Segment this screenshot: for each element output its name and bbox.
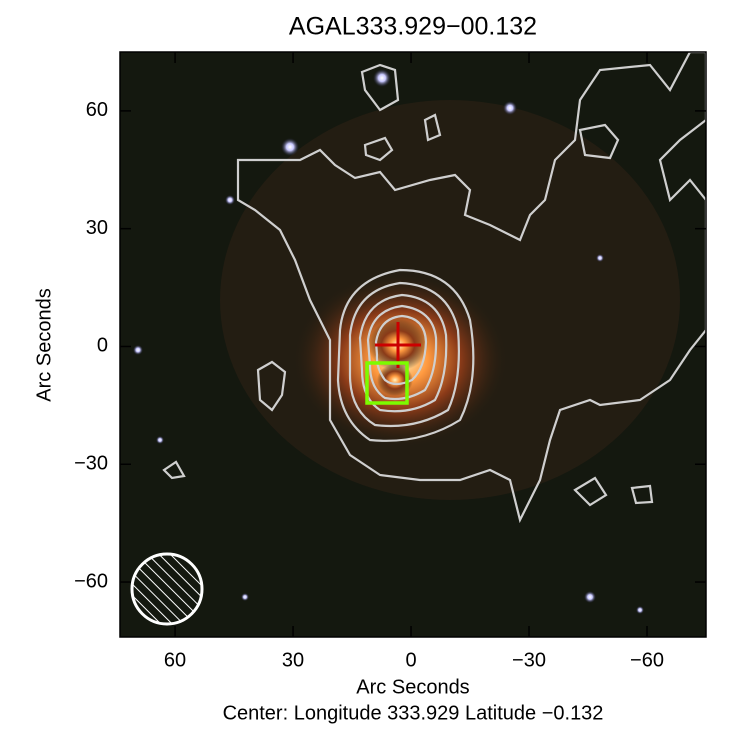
y-tick-label: −60 — [74, 570, 108, 592]
contour — [573, 476, 608, 507]
x-tick-label: 60 — [164, 649, 186, 671]
markers — [130, 322, 421, 626]
contour — [358, 293, 448, 413]
x-tick-label: −30 — [512, 649, 546, 671]
x-tick-label: −60 — [630, 649, 664, 671]
contour — [578, 123, 620, 160]
x-tick-label: 0 — [405, 649, 416, 671]
y-tick-label: 0 — [97, 335, 108, 357]
contour — [366, 304, 438, 401]
contour — [348, 281, 460, 428]
chart-title: AGAL333.929−00.132 — [289, 13, 537, 41]
contour — [360, 63, 400, 112]
contour — [363, 136, 394, 162]
y-tick-label: 30 — [86, 217, 108, 239]
contour — [162, 460, 186, 480]
source-box — [365, 361, 409, 405]
contour — [336, 268, 475, 442]
y-tick-label: 60 — [86, 99, 108, 121]
contour — [236, 52, 706, 524]
y-tick-label: −30 — [74, 453, 108, 475]
y-axis-label: Arc Seconds — [33, 288, 55, 401]
plot-frame — [119, 51, 707, 638]
sky-image — [120, 52, 706, 637]
contour — [423, 113, 442, 142]
contour — [630, 484, 654, 505]
contours — [162, 52, 706, 524]
contour — [256, 360, 287, 412]
subtitle: Center: Longitude 333.929 Latitude −0.13… — [223, 702, 604, 724]
x-axis-label: Arc Seconds — [356, 676, 469, 698]
beam — [130, 552, 204, 626]
contour — [374, 314, 428, 386]
x-tick-label: 30 — [282, 649, 304, 671]
